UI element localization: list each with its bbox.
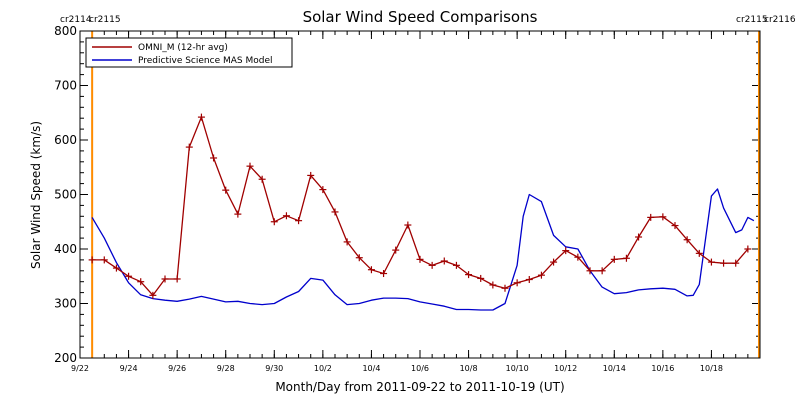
data-point-omni	[112, 264, 120, 272]
carrington-label-left-2: cr2115	[89, 15, 121, 25]
data-point-omni	[270, 218, 278, 226]
data-point-omni	[367, 266, 375, 274]
data-point-omni	[501, 284, 509, 292]
x-tick-label: 10/14	[603, 364, 626, 373]
data-point-omni	[258, 175, 266, 183]
data-point-omni	[683, 236, 691, 244]
data-point-omni	[574, 253, 582, 261]
x-tick-label: 9/28	[217, 364, 235, 373]
data-point-omni	[465, 271, 473, 279]
data-point-omni	[246, 162, 254, 170]
data-point-omni	[282, 212, 290, 220]
data-point-omni	[707, 258, 715, 266]
x-tick-label: 9/30	[265, 364, 283, 373]
data-point-omni	[149, 291, 157, 299]
data-point-omni	[392, 246, 400, 254]
y-tick-label: 700	[54, 79, 77, 93]
data-point-omni	[732, 259, 740, 267]
x-tick-label: 10/2	[314, 364, 332, 373]
data-point-omni	[695, 249, 703, 257]
data-point-omni	[452, 261, 460, 269]
data-point-omni	[331, 208, 339, 216]
data-point-omni	[744, 245, 752, 253]
x-axis-label: Month/Day from 2011-09-22 to 2011-10-19 …	[275, 380, 564, 394]
legend: OMNI_M (12-hr avg) Predictive Science MA…	[85, 37, 293, 68]
data-point-omni	[234, 210, 242, 218]
y-axis-label: Solar Wind Speed (km/s)	[29, 121, 43, 269]
series-line-mas-model	[91, 188, 755, 311]
x-tick-label: 10/10	[506, 364, 529, 373]
carrington-label-left-1: cr2114	[60, 15, 92, 25]
x-tick-label: 9/22	[71, 364, 89, 373]
data-point-omni	[562, 247, 570, 255]
carrington-label-right-1: cr2115	[736, 15, 768, 25]
x-tick-label: 10/8	[460, 364, 478, 373]
data-point-omni	[210, 154, 218, 162]
legend-box	[85, 37, 293, 68]
data-point-omni	[173, 275, 181, 283]
data-point-omni	[525, 276, 533, 284]
y-tick-label: 400	[54, 242, 77, 256]
data-point-omni	[295, 217, 303, 225]
data-point-omni	[440, 257, 448, 265]
data-point-omni	[416, 255, 424, 263]
data-point-omni	[513, 279, 521, 287]
data-point-omni	[598, 267, 606, 275]
data-point-omni	[197, 113, 205, 121]
data-point-omni	[550, 258, 558, 266]
y-tick-label: 200	[54, 351, 77, 365]
data-point-omni	[343, 238, 351, 246]
data-point-omni	[185, 143, 193, 151]
data-point-omni	[622, 254, 630, 262]
data-point-omni	[125, 272, 133, 280]
data-point-omni	[355, 254, 363, 262]
data-point-omni	[477, 274, 485, 282]
x-tick-label: 10/6	[411, 364, 429, 373]
chart-title: Solar Wind Speed Comparisons	[303, 8, 538, 26]
data-point-omni	[428, 261, 436, 269]
x-tick-label: 10/12	[554, 364, 577, 373]
y-tick-label: 800	[54, 24, 77, 38]
data-point-omni	[671, 222, 679, 230]
carrington-label-right-2: cr2116	[764, 15, 796, 25]
data-point-omni	[610, 255, 618, 263]
legend-label-mas: Predictive Science MAS Model	[138, 56, 273, 66]
series-line-omni	[92, 116, 749, 296]
x-tick-label: 9/24	[120, 364, 138, 373]
data-point-omni	[380, 270, 388, 278]
y-tick-label: 600	[54, 133, 77, 147]
data-point-omni	[404, 221, 412, 229]
y-tick-label: 500	[54, 188, 77, 202]
data-point-omni	[537, 271, 545, 279]
data-point-omni	[161, 275, 169, 283]
data-point-omni	[586, 267, 594, 275]
data-point-omni	[88, 256, 96, 264]
data-point-omni	[720, 259, 728, 267]
x-tick-label: 10/4	[362, 364, 380, 373]
data-point-omni	[100, 256, 108, 264]
legend-label-omni: OMNI_M (12-hr avg)	[138, 43, 228, 53]
data-point-omni	[659, 213, 667, 221]
data-point-omni	[137, 278, 145, 286]
data-point-omni	[635, 233, 643, 241]
data-point-omni	[222, 186, 230, 194]
data-point-omni	[307, 171, 315, 179]
x-tick-label: 10/18	[700, 364, 723, 373]
data-point-omni	[647, 213, 655, 221]
data-point-omni	[489, 281, 497, 289]
x-tick-label: 9/26	[168, 364, 186, 373]
x-tick-label: 10/16	[651, 364, 674, 373]
plot-frame	[79, 30, 761, 359]
y-tick-label: 300	[54, 297, 77, 311]
data-point-omni	[319, 186, 327, 194]
